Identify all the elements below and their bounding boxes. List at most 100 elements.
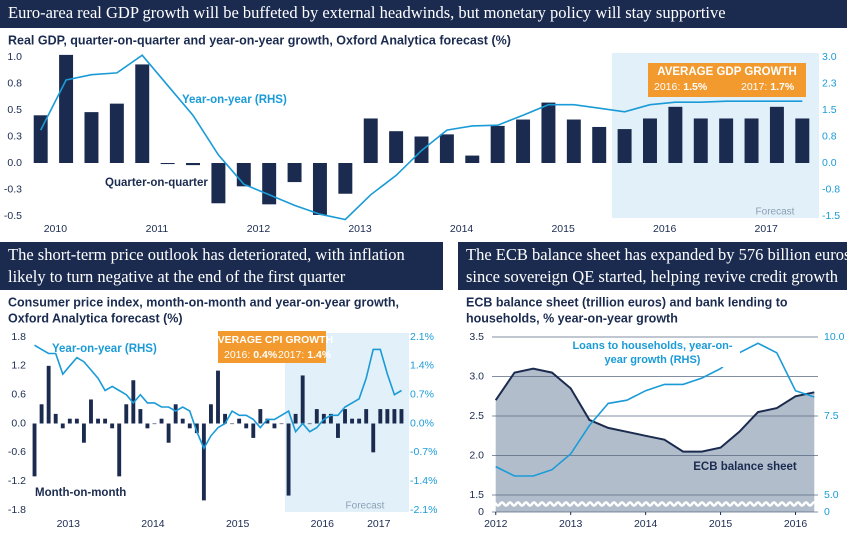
x-tick-label: 2015 — [709, 518, 733, 530]
highlight-title: AVERAGE CPI GROWTH — [211, 334, 333, 346]
bar — [392, 409, 397, 424]
y2-tick-label: 1.4% — [410, 360, 434, 372]
bar — [592, 126, 607, 163]
y-tick-label: -0.6 — [8, 446, 26, 458]
bar — [211, 163, 226, 204]
y2-tick-label: 10.0 — [824, 331, 845, 343]
x-tick-label: 2013 — [57, 518, 81, 530]
highlight-value: 1.5% — [683, 81, 708, 93]
header-bar — [0, 0, 847, 28]
x-tick-label: 2015 — [226, 518, 250, 530]
highlight-year: 2017: — [278, 349, 304, 361]
highlight-item: 2016: 0.4% — [224, 349, 278, 361]
bar — [668, 106, 683, 163]
chart-subtitle: Real GDP, quarter-on-quarter and year-on… — [8, 33, 511, 47]
highlight-item: 2016: 1.5% — [654, 81, 708, 93]
y-tick-label: 0 — [478, 506, 484, 518]
label-bg — [103, 176, 211, 191]
x-tick-label: 2013 — [348, 223, 372, 235]
bar — [81, 423, 86, 443]
y-tick-label: -1.8 — [8, 504, 26, 516]
y2-tick-label: -1.4% — [410, 475, 437, 487]
y-tick-label: 0.8 — [7, 77, 22, 89]
bar — [541, 102, 556, 163]
x-tick-label: 2012 — [247, 223, 271, 235]
bar — [180, 418, 185, 424]
highlight-value: 1.7% — [770, 81, 795, 93]
y2-tick-label: 0.0 — [822, 157, 837, 169]
series-label: Year-on-year (RHS) — [182, 94, 287, 106]
bar — [389, 131, 404, 163]
bar — [74, 418, 79, 424]
bar — [89, 399, 93, 424]
bar — [160, 163, 175, 165]
bar — [251, 423, 256, 438]
y2-tick-label: 0.7% — [410, 388, 434, 400]
chart-subtitle: Oxford Analytica forecast (%) — [8, 311, 183, 325]
bar — [186, 163, 200, 166]
y-tick-label: 0.5 — [7, 104, 22, 116]
x-tick-label: 2014 — [141, 518, 165, 530]
bar — [135, 64, 150, 163]
bar — [230, 423, 235, 425]
bar — [287, 163, 302, 183]
highlight-box — [648, 63, 806, 97]
y-tick-label: 2.5 — [469, 410, 484, 422]
highlight-year: 2016: — [654, 81, 680, 93]
axis-break — [489, 501, 822, 507]
bar — [490, 125, 505, 163]
bar — [187, 423, 192, 429]
bar — [59, 54, 74, 163]
bar — [201, 423, 206, 501]
bar — [236, 163, 251, 187]
bar — [209, 404, 213, 424]
series-label: Month-on-month — [35, 487, 126, 499]
y-tick-label: 0.3 — [7, 130, 22, 142]
x-tick-label: 2017 — [367, 518, 391, 530]
y-tick-label: 1.0 — [7, 51, 22, 63]
bar — [279, 423, 284, 425]
x-tick-label: 2017 — [755, 223, 779, 235]
bar — [516, 119, 531, 163]
bar — [33, 115, 48, 163]
y-tick-label: 3.0 — [469, 370, 484, 382]
bar — [307, 423, 312, 425]
x-tick-label: 2016 — [784, 518, 808, 530]
header-title: The short-term price outlook has deterio… — [8, 245, 405, 264]
y-tick-label: 1.5 — [469, 489, 484, 501]
highlight-item: 2017: 1.4% — [278, 349, 332, 361]
bar — [272, 423, 277, 429]
chart-subtitle: Consumer price index, month-on-month and… — [8, 295, 399, 309]
x-tick-label: 2011 — [146, 223, 169, 235]
bar — [719, 118, 734, 163]
y2-tick-label: 3.0 — [822, 51, 837, 63]
y-tick-label: 3.5 — [469, 331, 484, 343]
bar — [46, 365, 51, 424]
bar — [60, 423, 65, 429]
bar — [237, 418, 242, 424]
series-label: Quarter-on-quarter — [105, 177, 208, 189]
y2-tick-label: 2.1% — [410, 331, 434, 343]
y-tick-label: 1.8 — [11, 331, 26, 343]
bar — [328, 413, 333, 424]
bar — [795, 118, 810, 163]
y-tick-label: 0.0 — [7, 157, 22, 169]
x-tick-label: 2010 — [44, 223, 68, 235]
bar — [744, 118, 759, 163]
bar — [159, 418, 164, 424]
bar — [194, 423, 199, 434]
bar — [399, 409, 404, 424]
y2-tick-label: -0.8 — [822, 183, 840, 195]
bar — [769, 106, 784, 163]
bar — [363, 118, 378, 163]
bar — [124, 404, 129, 424]
series-label-text: Loans to households, year-on-year growth… — [565, 339, 740, 367]
bar — [617, 129, 632, 163]
bar — [643, 118, 657, 163]
highlight-value: 0.4% — [253, 349, 278, 361]
highlight-year: 2017: — [741, 81, 767, 93]
bar — [566, 119, 581, 163]
y-tick-label: 1.2 — [11, 360, 26, 372]
bar — [110, 423, 115, 429]
